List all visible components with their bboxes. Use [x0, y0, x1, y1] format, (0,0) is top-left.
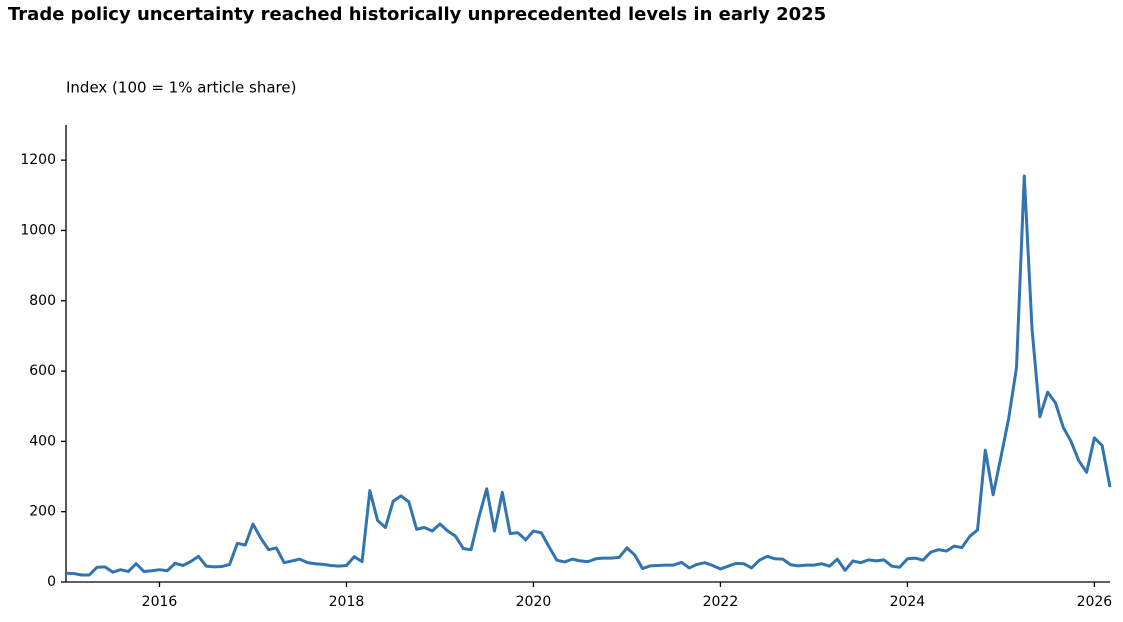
y-tick-label: 1200	[20, 152, 56, 168]
x-tick-label: 2016	[142, 594, 178, 610]
x-tick-label: 2020	[516, 594, 552, 610]
x-tick-label: 2022	[703, 594, 739, 610]
chart-subtitle: Index (100 = 1% article share)	[66, 79, 296, 97]
y-tick-label: 600	[29, 363, 56, 379]
x-tick-label: 2018	[329, 594, 365, 610]
chart-title: Trade policy uncertainty reached histori…	[8, 4, 826, 25]
data-line	[65, 174, 1112, 577]
y-tick-label: 800	[29, 293, 56, 309]
y-tick-label: 0	[47, 574, 56, 590]
x-tick-label: 2024	[890, 594, 926, 610]
y-tick-label: 400	[29, 433, 56, 449]
x-tick-label: 2026	[1077, 594, 1113, 610]
y-tick-label: 200	[29, 504, 56, 520]
y-tick-label: 1000	[20, 222, 56, 238]
